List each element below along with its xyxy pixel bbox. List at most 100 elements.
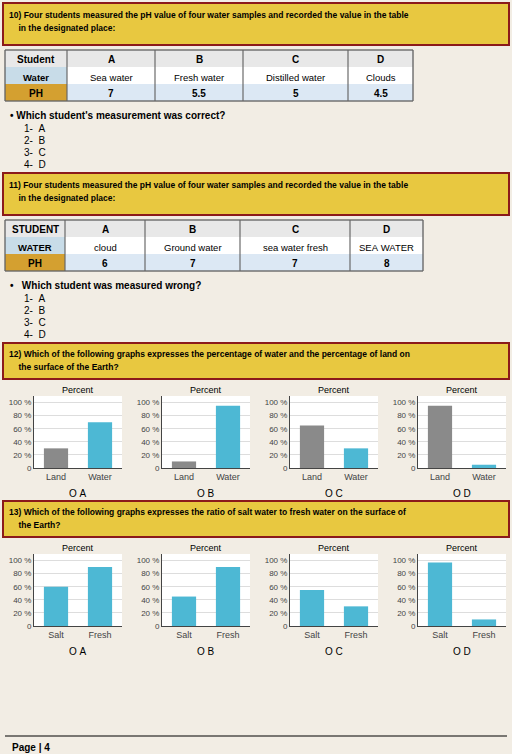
svg-text:80 %: 80 %: [13, 411, 31, 420]
svg-text:Distilled water: Distilled water: [266, 72, 325, 83]
svg-text:80 %: 80 %: [397, 411, 415, 420]
svg-text:80 %: 80 %: [13, 569, 31, 578]
svg-text:B: B: [196, 54, 203, 65]
svg-text:40 %: 40 %: [397, 596, 415, 605]
svg-text:C: C: [292, 224, 299, 235]
svg-text:O A: O A: [69, 646, 87, 657]
svg-text:Sea water: Sea water: [90, 72, 133, 83]
svg-text:40 %: 40 %: [13, 438, 31, 447]
svg-text:the surface of the Earth?: the surface of the Earth?: [9, 362, 119, 372]
svg-text:• Which student's measurement: • Which student's measurement was correc…: [10, 110, 225, 121]
svg-text:60 %: 60 %: [141, 583, 159, 592]
svg-text:in the designated place:: in the designated place:: [9, 193, 115, 203]
svg-text:cloud: cloud: [94, 242, 117, 253]
svg-text:Water: Water: [216, 472, 240, 482]
svg-text:0: 0: [411, 464, 416, 473]
svg-text:O B: O B: [197, 488, 215, 499]
svg-text:Clouds: Clouds: [366, 72, 396, 83]
svg-text:Percent: Percent: [62, 543, 94, 553]
svg-text:40 %: 40 %: [269, 438, 287, 447]
svg-text:100 %: 100 %: [137, 556, 160, 565]
svg-text:0: 0: [155, 464, 160, 473]
svg-text:O C: O C: [325, 488, 343, 499]
svg-text:20 %: 20 %: [141, 451, 159, 460]
svg-text:100 %: 100 %: [9, 556, 32, 565]
svg-text:O D: O D: [453, 646, 471, 657]
svg-text:O A: O A: [69, 488, 87, 499]
svg-text:60 %: 60 %: [397, 425, 415, 434]
svg-text:1- A: 1- A: [24, 123, 45, 134]
svg-text:the Earth?: the Earth?: [9, 520, 60, 530]
svg-text:0: 0: [27, 464, 32, 473]
svg-text:60 %: 60 %: [269, 425, 287, 434]
svg-text:PH: PH: [29, 88, 43, 99]
svg-text:Salt: Salt: [176, 630, 192, 640]
svg-text:WATER: WATER: [18, 242, 52, 253]
svg-text:Water: Water: [88, 472, 112, 482]
svg-text:13) Which of the following gra: 13) Which of the following graphs expres…: [9, 507, 406, 517]
svg-text:20 %: 20 %: [269, 609, 287, 618]
svg-text:5.5: 5.5: [192, 88, 206, 99]
svg-text:100 %: 100 %: [265, 398, 288, 407]
svg-text:Fresh: Fresh: [344, 630, 367, 640]
svg-text:20 %: 20 %: [397, 451, 415, 460]
svg-text:0: 0: [283, 464, 288, 473]
svg-text:Fresh: Fresh: [472, 630, 495, 640]
svg-text:0: 0: [27, 622, 32, 631]
svg-text:Water: Water: [23, 72, 49, 83]
svg-text:A: A: [108, 54, 115, 65]
svg-text:7: 7: [190, 258, 196, 269]
svg-text:Student: Student: [17, 54, 55, 65]
svg-text:1- A: 1- A: [24, 293, 45, 304]
svg-text:2- B: 2- B: [24, 305, 45, 316]
svg-text:Land: Land: [302, 472, 322, 482]
svg-text:20 %: 20 %: [13, 609, 31, 618]
svg-text:40 %: 40 %: [141, 438, 159, 447]
svg-text:• Which student was measured: • Which student was measured wrong?: [10, 280, 201, 291]
svg-text:Water: Water: [472, 472, 496, 482]
svg-text:Salt: Salt: [432, 630, 448, 640]
svg-text:40 %: 40 %: [397, 438, 415, 447]
svg-text:80 %: 80 %: [397, 569, 415, 578]
svg-text:A: A: [102, 224, 109, 235]
svg-text:20 %: 20 %: [13, 451, 31, 460]
svg-text:SEA WATER: SEA WATER: [359, 242, 414, 253]
svg-text:40 %: 40 %: [141, 596, 159, 605]
svg-text:Land: Land: [46, 472, 66, 482]
svg-text:Percent: Percent: [318, 543, 350, 553]
svg-text:B: B: [189, 224, 196, 235]
svg-text:Salt: Salt: [304, 630, 320, 640]
svg-text:20 %: 20 %: [397, 609, 415, 618]
svg-text:3- C: 3- C: [24, 317, 46, 328]
svg-text:Page | 4: Page | 4: [12, 742, 50, 753]
svg-text:80 %: 80 %: [269, 411, 287, 420]
svg-text:Percent: Percent: [190, 543, 222, 553]
svg-text:0: 0: [411, 622, 416, 631]
svg-text:4- D: 4- D: [24, 159, 46, 170]
svg-text:3- C: 3- C: [24, 147, 46, 158]
svg-text:8: 8: [384, 258, 390, 269]
svg-text:60 %: 60 %: [397, 583, 415, 592]
svg-text:0: 0: [155, 622, 160, 631]
svg-text:60 %: 60 %: [269, 583, 287, 592]
svg-text:O C: O C: [325, 646, 343, 657]
svg-text:Land: Land: [430, 472, 450, 482]
svg-text:100 %: 100 %: [137, 398, 160, 407]
svg-text:60 %: 60 %: [141, 425, 159, 434]
svg-text:100 %: 100 %: [9, 398, 32, 407]
svg-text:Ground water: Ground water: [164, 242, 222, 253]
svg-text:5: 5: [293, 88, 299, 99]
svg-text:Fresh: Fresh: [216, 630, 239, 640]
svg-text:Percent: Percent: [318, 385, 350, 395]
svg-text:Land: Land: [174, 472, 194, 482]
svg-text:40 %: 40 %: [13, 596, 31, 605]
svg-text:40 %: 40 %: [269, 596, 287, 605]
svg-text:100 %: 100 %: [393, 556, 416, 565]
svg-text:Percent: Percent: [446, 385, 478, 395]
svg-text:0: 0: [283, 622, 288, 631]
svg-text:sea water fresh: sea water fresh: [263, 242, 328, 253]
svg-text:STUDENT: STUDENT: [12, 224, 59, 235]
svg-text:O D: O D: [453, 488, 471, 499]
svg-text:O B: O B: [197, 646, 215, 657]
svg-text:Fresh water: Fresh water: [174, 72, 224, 83]
